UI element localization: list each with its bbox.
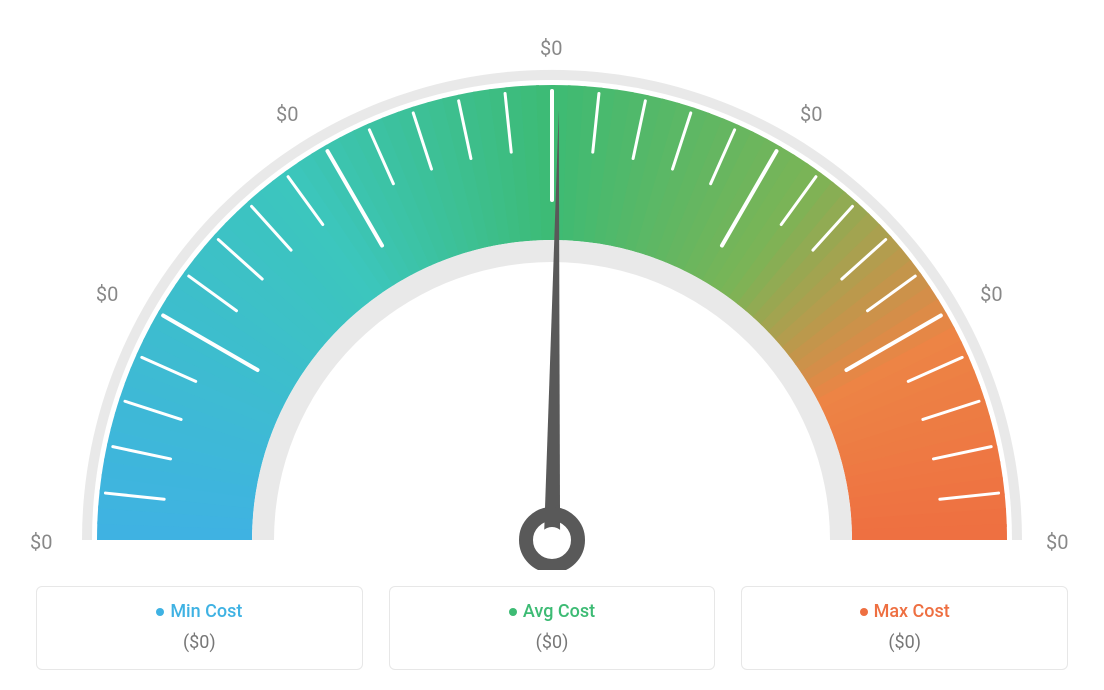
gauge-tick-label: $0 [980,282,1002,306]
legend-row: Min Cost ($0) Avg Cost ($0) Max Cost ($0… [36,586,1068,670]
gauge-tick-label: $0 [540,36,562,60]
dot-icon [156,608,164,616]
legend-title-min: Min Cost [156,601,242,622]
legend-label: Avg Cost [523,601,595,622]
gauge-area: $0$0$0$0$0$0$0 [32,10,1072,550]
dot-icon [860,608,868,616]
gauge-tick-label: $0 [1046,530,1068,554]
legend-label: Max Cost [874,601,950,622]
legend-card-avg: Avg Cost ($0) [389,586,716,670]
legend-title-avg: Avg Cost [509,601,595,622]
legend-card-max: Max Cost ($0) [741,586,1068,670]
dot-icon [509,608,517,616]
gauge-svg [32,10,1072,570]
gauge-tick-label: $0 [30,530,52,554]
legend-label: Min Cost [170,601,242,622]
gauge-tick-label: $0 [800,102,822,126]
gauge-tick-label: $0 [276,102,298,126]
legend-card-min: Min Cost ($0) [36,586,363,670]
legend-value: ($0) [536,632,569,653]
gauge-tick-label: $0 [96,282,118,306]
legend-title-max: Max Cost [860,601,950,622]
legend-value: ($0) [888,632,921,653]
gauge-chart-container: $0 $0 $0 $0 $0 $0 $0 Min Cost ($0) Avg Cost ($… [0,0,1104,690]
legend-value: ($0) [183,632,216,653]
